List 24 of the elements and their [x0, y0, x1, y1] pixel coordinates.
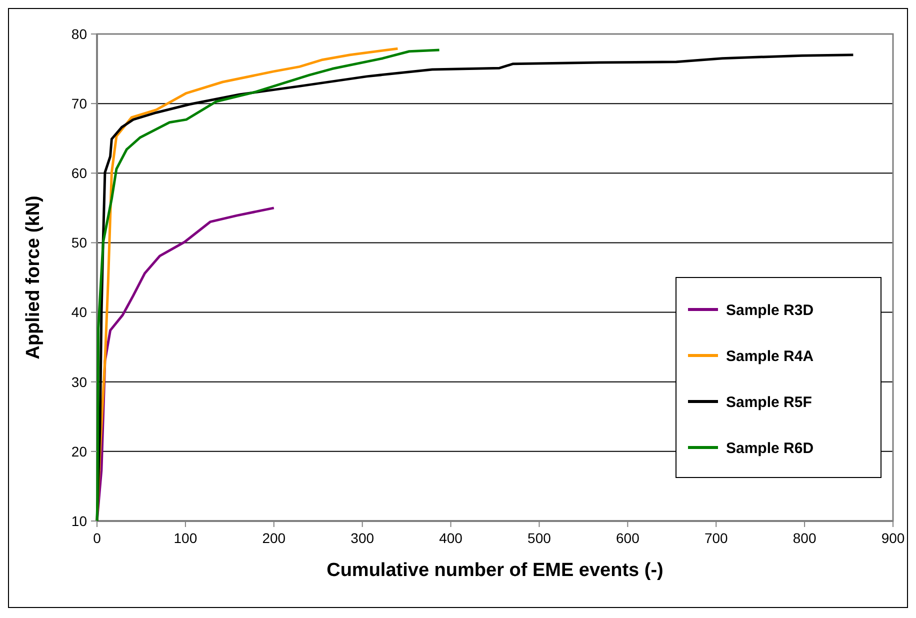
x-tick-label: 800: [792, 530, 816, 546]
y-axis-title: Applied force (kN): [23, 196, 44, 360]
x-tick-label: 500: [528, 530, 552, 546]
y-tick-label: 80: [71, 26, 88, 42]
x-tick-label: 0: [93, 530, 102, 546]
y-tick-label: 20: [71, 443, 88, 460]
legend-label: Sample R5F: [726, 394, 812, 411]
y-tick-label: 40: [71, 304, 88, 320]
y-tick-label: 30: [71, 374, 88, 390]
legend-label: Sample R3D: [726, 302, 814, 319]
legend-label: Sample R4A: [726, 348, 814, 365]
x-tick-label: 400: [439, 530, 463, 546]
y-tick-label: 10: [71, 512, 88, 529]
y-tick-label: 50: [71, 234, 88, 251]
x-tick-label: 300: [350, 530, 374, 546]
y-tick-label: 70: [71, 95, 88, 112]
x-tick-label: 700: [704, 530, 728, 546]
x-axis-title: Cumulative number of EME events (-): [326, 560, 664, 581]
x-tick-label: 600: [616, 530, 640, 546]
y-tick-label: 60: [71, 165, 88, 182]
x-tick-label: 900: [881, 530, 905, 546]
x-tick-label: 200: [262, 530, 286, 546]
legend-label: Sample R6D: [726, 440, 814, 457]
x-tick-label: 100: [174, 530, 198, 546]
